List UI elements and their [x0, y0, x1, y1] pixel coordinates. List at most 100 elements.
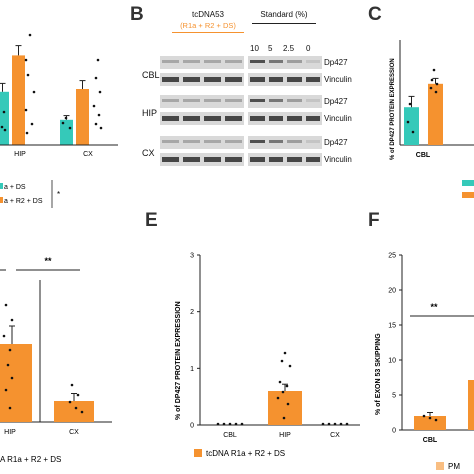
- blot-band: [268, 157, 283, 162]
- panel-e-ylabel: % of DP427 PROTEIN EXPRESSION: [175, 301, 182, 420]
- blot-band: [287, 60, 302, 63]
- panel-d-legend: A R1a + R2 + DS: [0, 455, 61, 464]
- band-vinculin-cbl: Vinculin: [324, 75, 352, 84]
- blot-band: [305, 60, 320, 63]
- panel-c-cbl-s0-point-1: [406, 120, 410, 124]
- panel-a-cx-s1-point-5: [94, 122, 98, 126]
- blot-band: [268, 140, 283, 143]
- blot-band: [268, 99, 283, 102]
- standard-ticks: 10 5 2.5 0: [248, 44, 320, 56]
- panel-e-cbl-point-0: [216, 422, 220, 426]
- panel-a-bar-cx-s1: [76, 89, 89, 145]
- blot-band: [225, 60, 242, 63]
- blot-strip-dp427-row2-part1: [248, 136, 322, 149]
- panel-e-hip-point-7: [286, 402, 290, 406]
- blot-strip-vinculin-row0-part1: [248, 73, 322, 86]
- panel-e-hip-point-1: [280, 359, 284, 363]
- panel-c-letter: C: [368, 4, 382, 25]
- panel-f-cbl-point-0: [422, 414, 426, 418]
- panel-d-xtick-cx: CX: [69, 429, 79, 436]
- standard-tick-10: 10: [250, 44, 259, 53]
- panel-a-hip-s1-point-5: [30, 122, 34, 126]
- panel-d-hip-point-5: [10, 376, 14, 380]
- panel-b-letter: B: [130, 4, 144, 25]
- blot-band: [162, 116, 179, 121]
- panel-e-legend-swatch: [194, 449, 202, 457]
- panel-f-legend-swatch: [436, 462, 444, 470]
- standard-title: Standard (%): [260, 10, 308, 19]
- panel-e-cx-point-2: [333, 422, 337, 426]
- blot-strip-vinculin-row2-part0: [160, 153, 244, 166]
- panel-e-hip-point-3: [278, 380, 282, 384]
- panel-c-chart: % of DP427 PROTEIN EXPRESSION CBL: [390, 40, 474, 198]
- blot-band: [268, 77, 283, 82]
- panel-d-sig: **: [44, 256, 52, 266]
- panel-a-cx-s0-point-1: [61, 121, 65, 125]
- panel-a-hip-s1-point-2: [26, 73, 30, 77]
- band-dp427-cbl: Dp427: [324, 58, 348, 67]
- panel-d-hip-point-0: [4, 303, 8, 307]
- blot-band: [250, 99, 265, 102]
- panel-c-xtick-cbl: CBL: [416, 152, 431, 159]
- panel-a-cx-s1-point-4: [97, 113, 101, 117]
- panel-c-cbl-s1-point-2: [435, 82, 439, 86]
- blot-strip-vinculin-row1-part0: [160, 112, 244, 125]
- panel-d-cx-point-4: [80, 410, 84, 414]
- panel-f-chart: % of EXON 53 SKIPPING 0 5 10 15 20 25 CBL ** P…: [375, 253, 474, 471]
- panel-e-hip-point-8: [282, 416, 286, 420]
- panel-a-legend-2: a + R2 + DS: [4, 198, 43, 205]
- blot-region-hip: HIP: [142, 108, 158, 118]
- blot-band: [287, 116, 302, 121]
- blot-band: [183, 140, 200, 143]
- panel-d-bar-cx: [54, 401, 94, 422]
- tcdna53-title: tcDNA53: [191, 10, 224, 19]
- panel-e-letter: E: [145, 210, 158, 231]
- standard-header: Standard (%): [248, 10, 320, 24]
- panel-e-xtick-cbl: CBL: [223, 432, 237, 439]
- blot-strip-dp427-row0-part0: [160, 56, 244, 69]
- blot-band: [287, 157, 302, 162]
- panel-e-xtick-hip: HIP: [279, 432, 291, 439]
- panel-e-hip-point-0: [283, 351, 287, 355]
- standard-underline: [252, 23, 316, 24]
- blot-band: [162, 60, 179, 63]
- blot-region-cbl: CBL: [142, 70, 160, 80]
- tcdna53-header: tcDNA53 (R1a + R2 + DS): [168, 10, 248, 33]
- panel-d-cx-point-2: [68, 400, 72, 404]
- blot-band: [162, 157, 179, 162]
- panel-a-hip-s0-point-1: [0, 125, 4, 129]
- blot-region-cx: CX: [142, 148, 155, 158]
- panel-c-bar-cbl-s0: [404, 107, 419, 145]
- panel-e-cx-point-0: [321, 422, 325, 426]
- panel-e-hip-point-2: [288, 364, 292, 368]
- blot-band: [225, 157, 242, 162]
- panel-f-legend: PM: [448, 462, 460, 471]
- blot-band: [225, 77, 242, 82]
- blot-band: [204, 77, 221, 82]
- panel-e-ytick-0: 0: [190, 423, 194, 430]
- panel-f-cbl-point-1: [428, 416, 432, 420]
- panel-f-sig: **: [430, 302, 438, 312]
- blot-band: [305, 99, 320, 102]
- panel-c-legend-swatch-1: [462, 180, 474, 186]
- panel-a-cx-s1-point-1: [94, 76, 98, 80]
- standard-tick-0: 0: [306, 44, 311, 53]
- panel-e-chart: % of DP427 PROTEIN EXPRESSION 0 1 2 3 CBL HIP…: [175, 253, 360, 458]
- panel-d-chart: ** HIP CX A R1a + R2 + DS: [0, 256, 112, 464]
- blot-band: [268, 116, 283, 121]
- blot-band: [250, 60, 265, 63]
- panel-a-legend-swatch-2: [0, 197, 3, 203]
- blot-band: [204, 60, 221, 63]
- panel-f-ytick-15: 15: [388, 323, 396, 330]
- panel-f-ytick-25: 25: [388, 253, 396, 260]
- panel-c-cbl-s0-point-2: [411, 130, 415, 134]
- blot-band: [225, 140, 242, 143]
- panel-e-ytick-2: 2: [190, 309, 194, 316]
- panel-a-hip-s1-point-0: [28, 33, 32, 37]
- blot-band: [204, 157, 221, 162]
- panel-e-cx-point-3: [339, 422, 343, 426]
- panel-e-cbl-point-1: [222, 422, 226, 426]
- panel-e-hip-point-6: [276, 396, 280, 400]
- panel-e-cbl-point-2: [228, 422, 232, 426]
- panel-d-hip-point-4: [6, 363, 10, 367]
